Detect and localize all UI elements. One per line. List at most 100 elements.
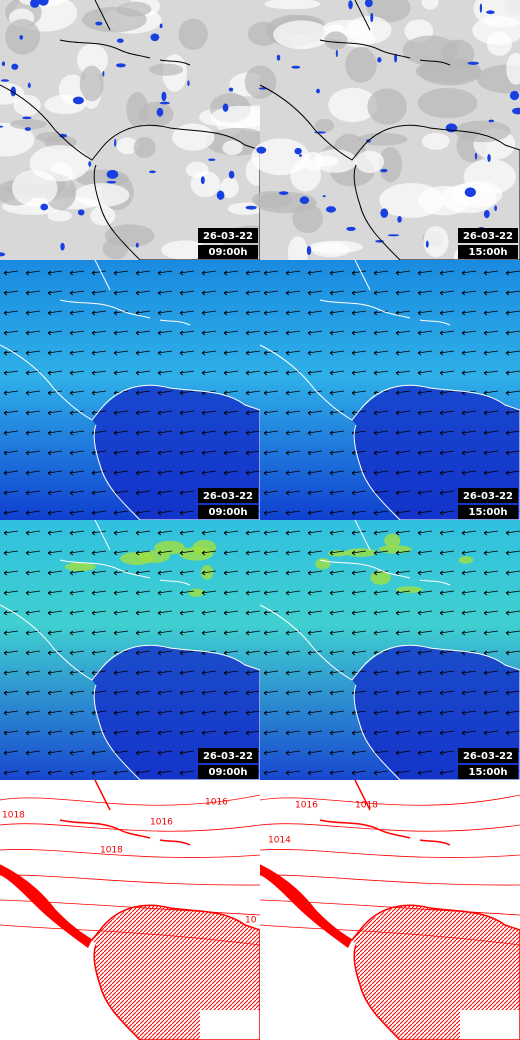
rain: [394, 53, 398, 63]
cloud: [149, 63, 184, 76]
wind-arrow: [69, 390, 85, 396]
wind-arrow: [351, 470, 367, 476]
wind-arrow: [505, 570, 520, 576]
rain: [487, 153, 491, 163]
wind-arrow: [3, 610, 19, 616]
wind-arrow: [351, 490, 367, 496]
wind-arrow: [69, 450, 85, 456]
cloud: [423, 226, 449, 258]
wind-arrow: [439, 370, 455, 376]
wind-arrow: [373, 530, 389, 536]
wind-arrow: [201, 470, 217, 476]
wind-arrow: [395, 390, 411, 396]
wind-arrow: [91, 310, 107, 316]
rain: [483, 209, 490, 219]
wind-arrow: [135, 690, 151, 696]
wind-arrow: [439, 510, 455, 516]
wind-arrow: [351, 290, 367, 296]
wind-arrow: [157, 550, 173, 556]
wind-arrow: [351, 370, 367, 376]
date-label: 26-03-22: [463, 231, 513, 242]
map-panel: 26-03-22 15:00h: [259, 519, 520, 781]
land-area: [352, 645, 520, 780]
wind-arrow: [157, 730, 173, 736]
wind-arrow: [439, 330, 455, 336]
wind-arrow: [285, 390, 301, 396]
wind-arrow: [69, 570, 85, 576]
wind-arrow: [135, 770, 151, 776]
time-label: 09:00h: [209, 247, 248, 258]
wind-arrow: [329, 290, 345, 296]
wind-arrow: [179, 430, 195, 436]
cloud: [116, 137, 139, 155]
cloud: [415, 59, 482, 83]
wind-arrow: [179, 650, 195, 656]
wind-arrow: [263, 430, 279, 436]
rain: [346, 226, 356, 231]
rain: [294, 147, 302, 155]
wind-arrow: [439, 290, 455, 296]
isobar: [259, 849, 520, 858]
wind-arrow: [263, 370, 279, 376]
wind-arrow: [3, 570, 19, 576]
wind-arrow: [157, 710, 173, 716]
wind-arrow: [179, 550, 195, 556]
wind-arrow: [69, 430, 85, 436]
wind-arrow: [223, 350, 239, 356]
wind-arrow: [25, 350, 41, 356]
wind-arrow: [91, 330, 107, 336]
wind-arrow: [351, 390, 367, 396]
wind-arrow: [439, 770, 455, 776]
wind-arrow: [245, 650, 261, 656]
wind-arrow: [417, 410, 433, 416]
wind-arrow: [307, 750, 323, 756]
wind-arrow: [157, 370, 173, 376]
wind-arrow: [179, 510, 195, 516]
time-box: [198, 245, 258, 259]
wind-arrow: [201, 530, 217, 536]
wind-arrow: [307, 370, 323, 376]
wind-arrow: [351, 310, 367, 316]
wind-arrow: [307, 270, 323, 276]
wind-arrow: [373, 270, 389, 276]
date-label: 26-03-22: [203, 491, 253, 502]
wind-arrow: [113, 270, 129, 276]
rain: [291, 65, 301, 69]
rain: [116, 38, 124, 43]
wind-arrow: [157, 690, 173, 696]
rain: [0, 79, 10, 82]
wind-arrow: [329, 750, 345, 756]
wind-arrow: [47, 670, 63, 676]
date-box: [198, 748, 258, 763]
rain: [228, 87, 234, 92]
isobar: [0, 874, 261, 886]
wind-arrow: [461, 470, 477, 476]
rain: [316, 88, 321, 94]
wind-arrow: [47, 450, 63, 456]
wind-arrow: [505, 290, 520, 296]
wind-arrow: [113, 550, 129, 556]
wind-arrow: [307, 630, 323, 636]
land-area: [352, 905, 520, 1040]
rain: [380, 168, 388, 173]
wind-arrow: [91, 450, 107, 456]
rain: [156, 107, 164, 117]
wind-arrow: [373, 630, 389, 636]
cloud: [47, 210, 72, 222]
wind-arrow: [439, 450, 455, 456]
gust-core: [178, 546, 214, 561]
rain: [19, 35, 23, 40]
wind-arrow: [329, 470, 345, 476]
wind-arrow: [307, 610, 323, 616]
wind-arrow: [91, 570, 107, 576]
wind-arrow: [307, 690, 323, 696]
wind-arrow: [113, 770, 129, 776]
wind-arrow: [417, 290, 433, 296]
isobar: [259, 924, 520, 946]
wind-arrow: [395, 430, 411, 436]
wind-arrow: [223, 550, 239, 556]
wind-arrow: [47, 370, 63, 376]
wind-arrow: [113, 310, 129, 316]
wind-arrow: [329, 370, 345, 376]
wind-arrow: [351, 550, 367, 556]
